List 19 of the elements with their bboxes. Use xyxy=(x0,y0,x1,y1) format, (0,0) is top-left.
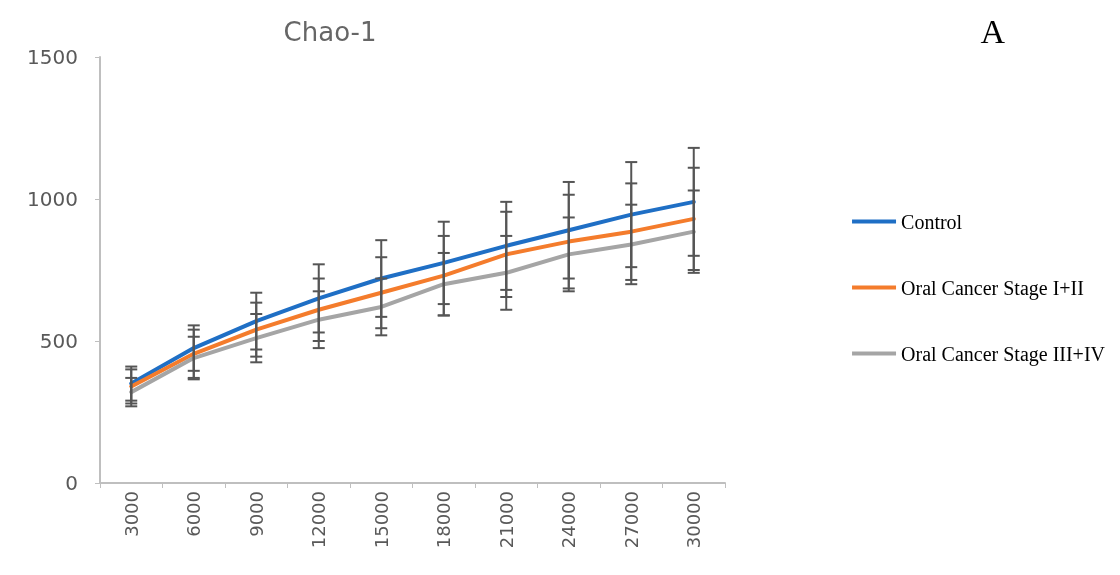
x-tick-label: 24000 xyxy=(558,491,580,549)
x-tick-label: 21000 xyxy=(495,491,517,549)
legend-label: Oral Cancer Stage I+II xyxy=(901,276,1084,300)
y-tick-label: 1000 xyxy=(27,187,78,211)
y-tick-label: 500 xyxy=(39,329,78,353)
x-tick-label: 9000 xyxy=(245,491,267,537)
x-tick-label: 3000 xyxy=(120,491,142,537)
x-tick-label: 12000 xyxy=(308,491,330,549)
x-tick-label: 6000 xyxy=(183,491,205,537)
y-tick-label: 1500 xyxy=(27,45,78,69)
y-tick-label: 0 xyxy=(65,471,78,495)
x-tick-label: 27000 xyxy=(620,491,642,549)
chart-title: Chao-1 xyxy=(283,17,377,47)
x-tick-label: 18000 xyxy=(433,491,455,549)
text: A xyxy=(980,12,1006,50)
legend-label: Oral Cancer Stage III+IV xyxy=(901,342,1106,366)
legend-label: Control xyxy=(901,210,963,233)
x-tick-label: 30000 xyxy=(683,491,705,549)
x-tick-label: 15000 xyxy=(370,491,392,549)
